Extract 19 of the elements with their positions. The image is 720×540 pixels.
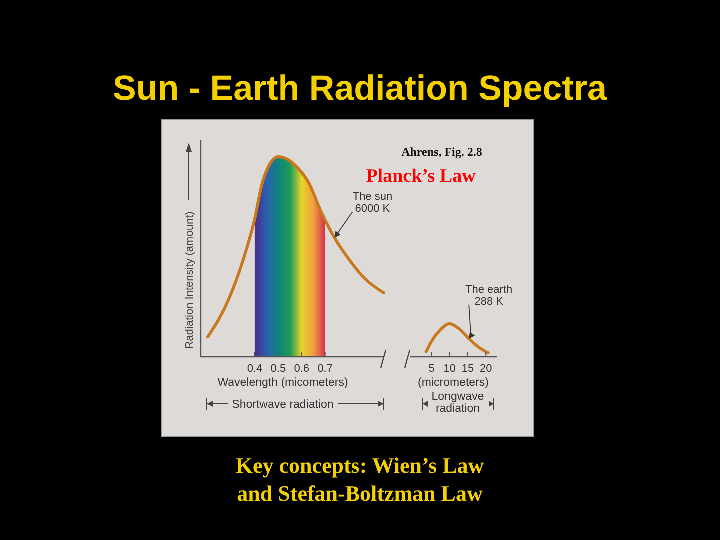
text: Shortwave radiation — [232, 399, 334, 411]
x-tick-label: 0.4 — [247, 363, 263, 375]
y-axis-title: Radiation Intensity (amount) — [184, 212, 196, 350]
x-axis-title: Wavelength (micometers) — [218, 377, 348, 389]
text: Longwave radiation — [432, 391, 484, 415]
x-tick-label: 0.5 — [270, 363, 286, 375]
x-axis-title: (micrometers) — [418, 377, 490, 389]
x-tick-label: 20 — [480, 363, 492, 375]
annotation: Planck’s Law — [366, 166, 476, 187]
annotation: The sun 6000 K — [352, 191, 393, 215]
x-tick-label: 15 — [462, 363, 474, 375]
text: Ahrens, Fig. 2.8 — [402, 145, 482, 159]
annotation: The earth 288 K — [466, 284, 513, 308]
x-tick-label: 0.6 — [294, 363, 310, 375]
chart-title: Sun - Earth Radiation Spectra — [113, 69, 608, 108]
x-tick-label: 5 — [428, 363, 435, 375]
x-tick-label: 10 — [444, 363, 456, 375]
text: Key concepts: Wien’s Law and Stefan-Boltzman Law — [236, 453, 484, 506]
x-tick-label: 0.7 — [318, 363, 333, 375]
